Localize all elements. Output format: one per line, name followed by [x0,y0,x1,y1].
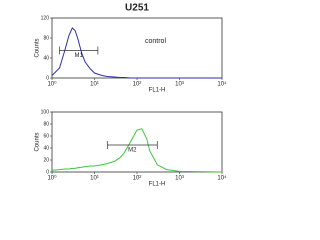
x-tick-label: 10⁰ [47,81,57,88]
x-tick-label: 10¹ [90,82,99,88]
x-tick-label: 10⁰ [47,175,57,182]
y-tick-label: 40 [43,145,49,151]
x-tick-label: 10⁴ [217,175,227,182]
page-title: U251 [125,3,149,14]
y-tick-label: 60 [43,133,49,139]
histogram-line [51,27,222,79]
y-axis-label: Counts [35,132,41,151]
chart: U251 10⁰ 10¹ 10² 10³ 10⁴ 0 40 80 120 FL1-H Counts M… [35,3,227,188]
y-axis-label: Counts [35,38,41,57]
gate-label: M1 [75,53,84,59]
x-tick-label: 10³ [175,82,184,88]
y-tick-label: 0 [46,75,49,81]
x-tick-label: 10² [133,176,142,182]
plot-frame [51,111,223,173]
gate-label: M2 [128,148,137,154]
x-axis-label: FL1-H [149,182,166,188]
y-tick-label: 0 [46,169,49,175]
y-tick-label: 120 [41,15,50,21]
y-tick-label: 20 [43,157,49,163]
y-tick-label: 100 [41,109,50,115]
x-tick-label: 10² [133,82,142,88]
plot-frame [51,17,223,79]
histogram-line [51,128,223,173]
annotation: control [145,38,166,45]
x-tick-label: 10¹ [90,176,99,182]
x-tick-label: 10³ [175,176,184,182]
x-axis-label: FL1-H [149,88,166,94]
x-tick-label: 10⁴ [217,81,227,88]
y-tick-label: 80 [43,121,49,127]
y-tick-label: 40 [43,55,49,61]
y-tick-label: 80 [43,35,49,41]
